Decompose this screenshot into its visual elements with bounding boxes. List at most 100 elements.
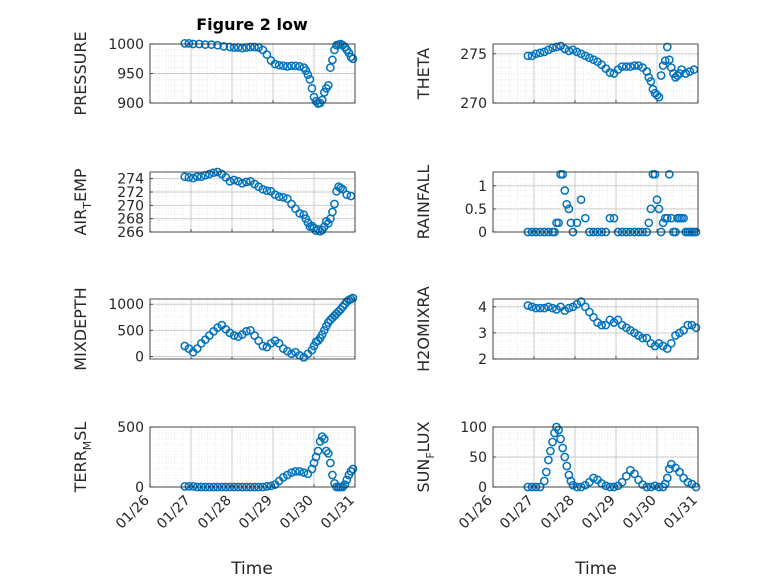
data-point — [258, 341, 268, 351]
data-point — [572, 218, 582, 228]
y-tick-label: 0.5 — [465, 202, 487, 218]
data-point — [609, 213, 619, 223]
data-point — [307, 83, 317, 93]
data-point — [568, 480, 578, 490]
data-point — [642, 333, 652, 343]
data-point — [274, 338, 284, 348]
data-point — [679, 325, 688, 335]
data-point — [560, 186, 570, 195]
y-axis-label-part: RAINFALL — [414, 165, 433, 240]
data-point — [664, 169, 674, 179]
data-point — [309, 92, 319, 102]
data-point — [679, 213, 688, 223]
data-point — [681, 69, 691, 78]
y-tick-label: 275 — [460, 47, 487, 63]
data-point — [328, 55, 337, 65]
data-point — [691, 323, 701, 333]
data-point — [323, 449, 333, 458]
data-point — [287, 349, 296, 359]
data-point — [299, 468, 309, 477]
data-point — [683, 477, 693, 487]
data-point — [652, 90, 662, 100]
data-point — [523, 51, 533, 61]
data-point — [673, 71, 682, 80]
data-point — [666, 213, 676, 223]
subplot-7: 01/26 01/27 01/28 01/29 01/30 01/31 0 500 TERRMS… — [71, 420, 358, 532]
data-point — [274, 60, 284, 70]
y-axis-label-part: AIR — [71, 209, 90, 236]
y-axis-label: AIRTEMP — [71, 168, 94, 235]
data-point — [180, 482, 190, 491]
data-point — [621, 62, 631, 71]
data-point — [283, 194, 292, 204]
data-point — [675, 467, 684, 477]
data-point — [544, 45, 553, 55]
data-point — [683, 320, 693, 330]
data-point — [242, 326, 251, 336]
data-point — [229, 331, 239, 340]
x-tick-label: 01/29 — [579, 493, 619, 533]
data-point — [564, 303, 574, 313]
data-point — [544, 302, 553, 312]
data-point — [254, 336, 263, 346]
data-point — [283, 62, 292, 71]
y-tick-label: 274 — [117, 172, 144, 188]
data-point — [342, 475, 352, 485]
y-tick-label: 1 — [478, 179, 487, 195]
data-point — [626, 62, 635, 71]
data-point — [527, 302, 537, 312]
data-point — [184, 172, 194, 182]
data-point — [664, 464, 674, 474]
data-point — [323, 80, 333, 90]
data-point — [630, 469, 639, 479]
subplot-4: 0 0.5 1 RAINFALL — [414, 165, 701, 241]
data-point — [638, 480, 647, 489]
data-point — [601, 481, 611, 491]
data-point — [317, 95, 327, 105]
y-tick-label: 3 — [478, 326, 487, 342]
data-point — [548, 303, 557, 313]
y-tick-label: 500 — [117, 420, 144, 436]
data-point — [560, 44, 570, 54]
data-point — [205, 169, 214, 179]
data-point — [188, 482, 198, 491]
y-axis-label-part: SL — [71, 422, 90, 441]
data-point — [328, 207, 337, 217]
data-point — [558, 169, 568, 179]
y-axis-label: THETA — [414, 48, 433, 100]
data-point — [311, 96, 321, 106]
y-axis-label-part: TERR — [71, 450, 90, 493]
data-point — [225, 42, 235, 52]
data-point — [652, 195, 662, 205]
data-point — [330, 45, 339, 55]
data-point — [523, 301, 533, 310]
data-point — [266, 481, 276, 491]
data-point — [531, 49, 541, 59]
y-tick-label: 50 — [469, 450, 487, 466]
subplot-1: 900 950 1000 PRESSURE — [71, 31, 358, 116]
data-point — [317, 330, 327, 339]
y-tick-label: 0 — [135, 349, 144, 365]
data-point — [305, 75, 315, 84]
data-point — [309, 341, 319, 351]
y-tick-label: 500 — [117, 323, 144, 339]
axes-frame — [149, 171, 356, 233]
subplot-6: 2 3 4 H2OMIXRA — [414, 286, 701, 372]
data-point — [566, 218, 576, 228]
data-point — [344, 48, 354, 58]
data-point — [580, 213, 590, 223]
data-point — [605, 213, 615, 223]
axes-frame — [492, 298, 699, 360]
data-point — [328, 470, 337, 480]
data-point — [200, 40, 210, 49]
data-point — [552, 42, 561, 52]
x-tick-label: 01/30 — [277, 493, 317, 533]
data-point — [250, 42, 259, 52]
data-point — [585, 307, 594, 317]
data-point — [546, 446, 555, 456]
data-point — [301, 66, 311, 75]
data-point — [605, 68, 615, 77]
data-point — [326, 63, 335, 72]
data-point — [646, 77, 656, 86]
y-tick-label: 266 — [117, 225, 144, 241]
